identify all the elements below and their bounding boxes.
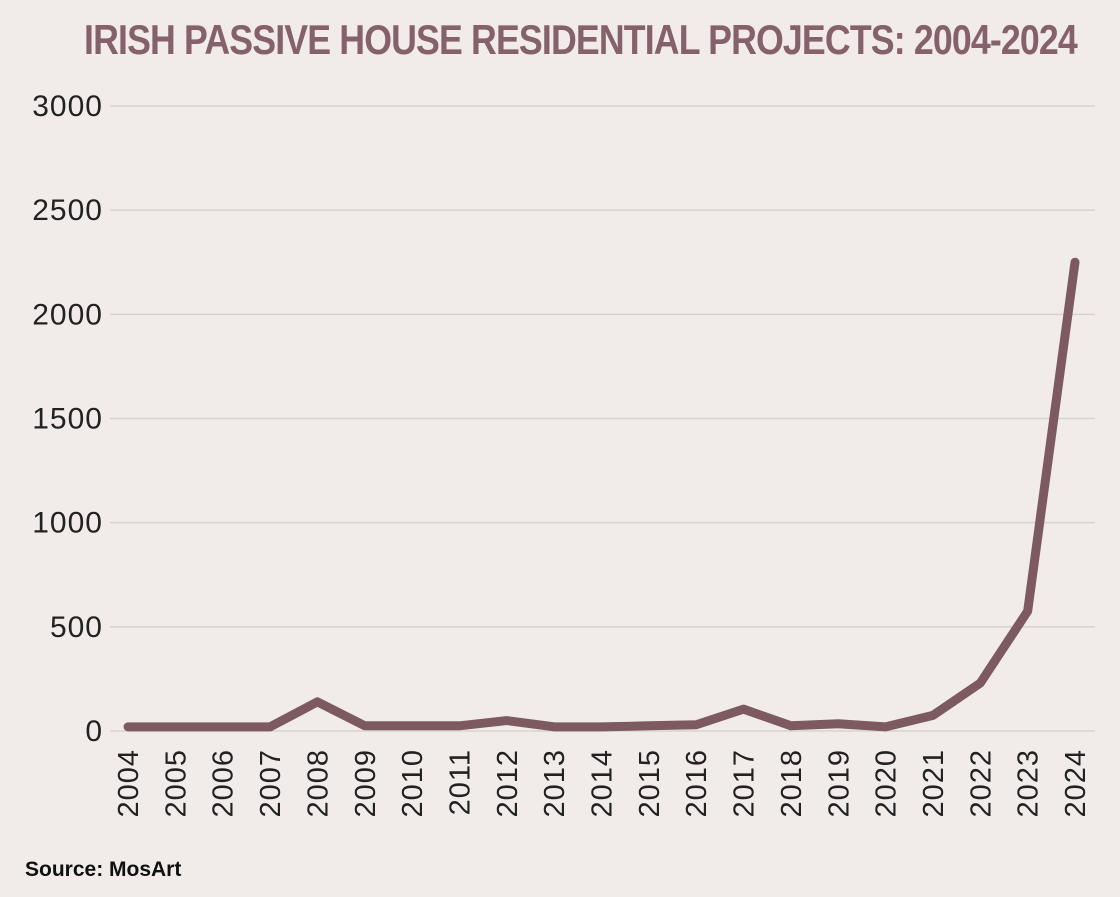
x-tick-label: 2017: [729, 749, 761, 818]
x-tick-label: 2005: [160, 749, 192, 818]
x-tick-label: 2015: [634, 749, 666, 818]
x-tick-label: 2021: [918, 749, 950, 818]
x-tick-label: 2022: [965, 749, 997, 818]
x-tick-label: 2018: [776, 749, 808, 818]
x-tick-label: 2004: [113, 749, 145, 818]
x-tick-label: 2011: [444, 749, 476, 815]
y-tick-label: 2500: [32, 194, 103, 227]
y-tick-label: 1500: [32, 403, 103, 436]
line-chart: 0 500 1000 1500 2000 2500 3000 2004 2005 2006 2007…: [0, 85, 1120, 855]
y-tick-label: 0: [85, 715, 103, 748]
x-tick-label: 2012: [492, 749, 524, 818]
x-tick-label: 2016: [681, 749, 713, 818]
x-tick-label: 2008: [302, 749, 334, 818]
x-tick-label: 2014: [587, 749, 619, 818]
chart-canvas: 0 500 1000 1500 2000 2500 3000 2004 2005 2006 2007…: [32, 90, 1095, 818]
source-caption: Source: MosArt: [25, 858, 182, 881]
x-tick-label: 2023: [1013, 749, 1045, 818]
x-tick-label: 2006: [208, 749, 240, 818]
x-tick-label: 2013: [539, 749, 571, 818]
x-tick-label: 2019: [823, 749, 855, 818]
x-tick-label: 2009: [350, 749, 382, 818]
x-tick-label: 2010: [397, 749, 429, 818]
y-tick-label: 2000: [32, 298, 103, 331]
y-tick-label: 500: [50, 611, 103, 644]
x-tick-label: 2024: [1060, 749, 1092, 818]
chart-title: IRISH PASSIVE HOUSE RESIDENTIAL PROJECTS…: [84, 16, 1078, 63]
x-tick-label: 2007: [255, 749, 287, 818]
y-tick-label: 1000: [32, 507, 103, 540]
series-line: [123, 257, 1080, 732]
x-tick-label: 2020: [871, 749, 903, 818]
y-tick-label: 3000: [32, 90, 103, 123]
